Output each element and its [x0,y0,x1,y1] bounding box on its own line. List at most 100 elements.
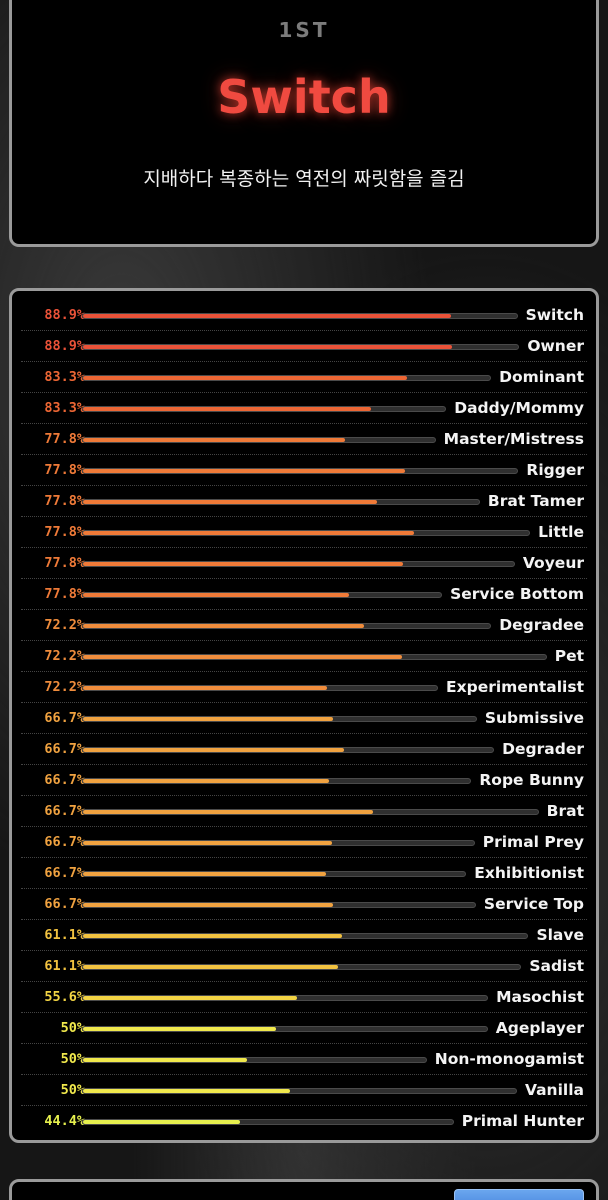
score-percent: 61.1% [44,927,85,943]
score-row: 77.8% Rigger [21,455,587,486]
score-label: Non-monogamist [434,1050,584,1068]
score-bar-fill [83,1089,290,1093]
score-row: 50% Vanilla [21,1075,587,1106]
action-button[interactable] [454,1189,584,1200]
score-bar-track [82,1026,488,1032]
score-row: 66.7% Exhibitionist [21,858,587,889]
score-bar-fill [83,996,297,1000]
score-percent: 66.7% [44,803,85,819]
score-bar-track [82,375,491,381]
score-label: Service Top [483,895,584,913]
score-row: 66.7% Service Top [21,889,587,920]
score-row: 66.7% Submissive [21,703,587,734]
score-bar-fill [83,376,407,380]
score-bar-track [82,1088,517,1094]
score-bar-fill [83,655,402,659]
result-card: 1ST Switch 지배하다 복종하는 역전의 짜릿함을 즐김 [9,0,599,247]
score-bar-track [82,778,471,784]
score-bar-fill [83,872,326,876]
score-label: Brat Tamer [487,492,584,510]
scores-list: 88.9% Switch 88.9% Owner 83.3% Dominant 83.3% D… [9,288,599,1143]
score-bar-fill [83,779,329,783]
score-row: 77.8% Master/Mistress [21,424,587,455]
score-percent: 77.8% [44,462,85,478]
score-bar-fill [83,748,344,752]
score-percent: 83.3% [44,369,85,385]
score-percent: 50% [60,1051,85,1067]
score-bar-fill [83,314,451,318]
score-label: Dominant [499,368,584,386]
score-bar-track [82,933,528,939]
score-bar-track [82,964,521,970]
score-percent: 66.7% [44,834,85,850]
score-row: 55.6% Masochist [21,982,587,1013]
score-bar-track [82,406,446,412]
score-label: Exhibitionist [474,864,584,882]
score-bar-fill [83,345,452,349]
score-bar-track [82,313,518,319]
score-percent: 44.4% [44,1113,85,1129]
score-bar-fill [83,624,364,628]
score-label: Voyeur [522,554,584,572]
score-bar-track [82,499,480,505]
score-label: Rope Bunny [479,771,584,789]
score-label: Pet [554,647,584,665]
score-label: Primal Hunter [461,1112,584,1130]
score-percent: 61.1% [44,958,85,974]
score-row: 44.4% Primal Hunter [21,1106,587,1137]
score-bar-fill [83,469,405,473]
score-percent: 55.6% [44,989,85,1005]
score-row: 77.8% Service Bottom [21,579,587,610]
score-bar-fill [83,686,327,690]
score-bar-track [82,561,515,567]
score-bar-fill [83,438,345,442]
score-bar-track [82,871,466,877]
score-label: Slave [536,926,584,944]
score-label: Vanilla [524,1081,584,1099]
score-label: Owner [527,337,584,355]
score-percent: 66.7% [44,741,85,757]
score-bar-fill [83,717,333,721]
score-label: Daddy/Mommy [454,399,584,417]
score-label: Degradee [499,616,584,634]
score-percent: 88.9% [44,307,85,323]
score-label: Rigger [526,461,584,479]
score-row: 66.7% Rope Bunny [21,765,587,796]
score-percent: 66.7% [44,896,85,912]
score-row: 72.2% Pet [21,641,587,672]
score-percent: 77.8% [44,431,85,447]
rank-label: 1ST [278,18,330,42]
score-percent: 50% [60,1020,85,1036]
score-bar-track [82,995,488,1001]
score-label: Ageplayer [495,1019,584,1037]
score-bar-track [82,592,442,598]
score-label: Submissive [484,709,584,727]
score-row: 72.2% Degradee [21,610,587,641]
score-row: 72.2% Experimentalist [21,672,587,703]
score-bar-track [82,344,519,350]
score-bar-track [82,468,518,474]
result-title: Switch [217,70,391,124]
score-bar-track [82,747,494,753]
score-percent: 77.8% [44,524,85,540]
score-label: Master/Mistress [443,430,584,448]
score-row: 77.8% Voyeur [21,548,587,579]
score-row: 50% Non-monogamist [21,1044,587,1075]
bottom-panel [9,1179,599,1200]
score-bar-track [82,685,438,691]
score-bar-fill [83,965,338,969]
score-label: Sadist [529,957,584,975]
score-percent: 66.7% [44,865,85,881]
score-label: Masochist [496,988,584,1006]
score-bar-fill [83,903,333,907]
score-bar-track [82,1057,427,1063]
score-percent: 72.2% [44,648,85,664]
score-percent: 77.8% [44,586,85,602]
score-bar-fill [83,531,414,535]
score-label: Brat [546,802,584,820]
score-bar-fill [83,810,373,814]
score-row: 88.9% Owner [21,331,587,362]
score-row: 83.3% Dominant [21,362,587,393]
score-percent: 77.8% [44,555,85,571]
score-percent: 72.2% [44,617,85,633]
